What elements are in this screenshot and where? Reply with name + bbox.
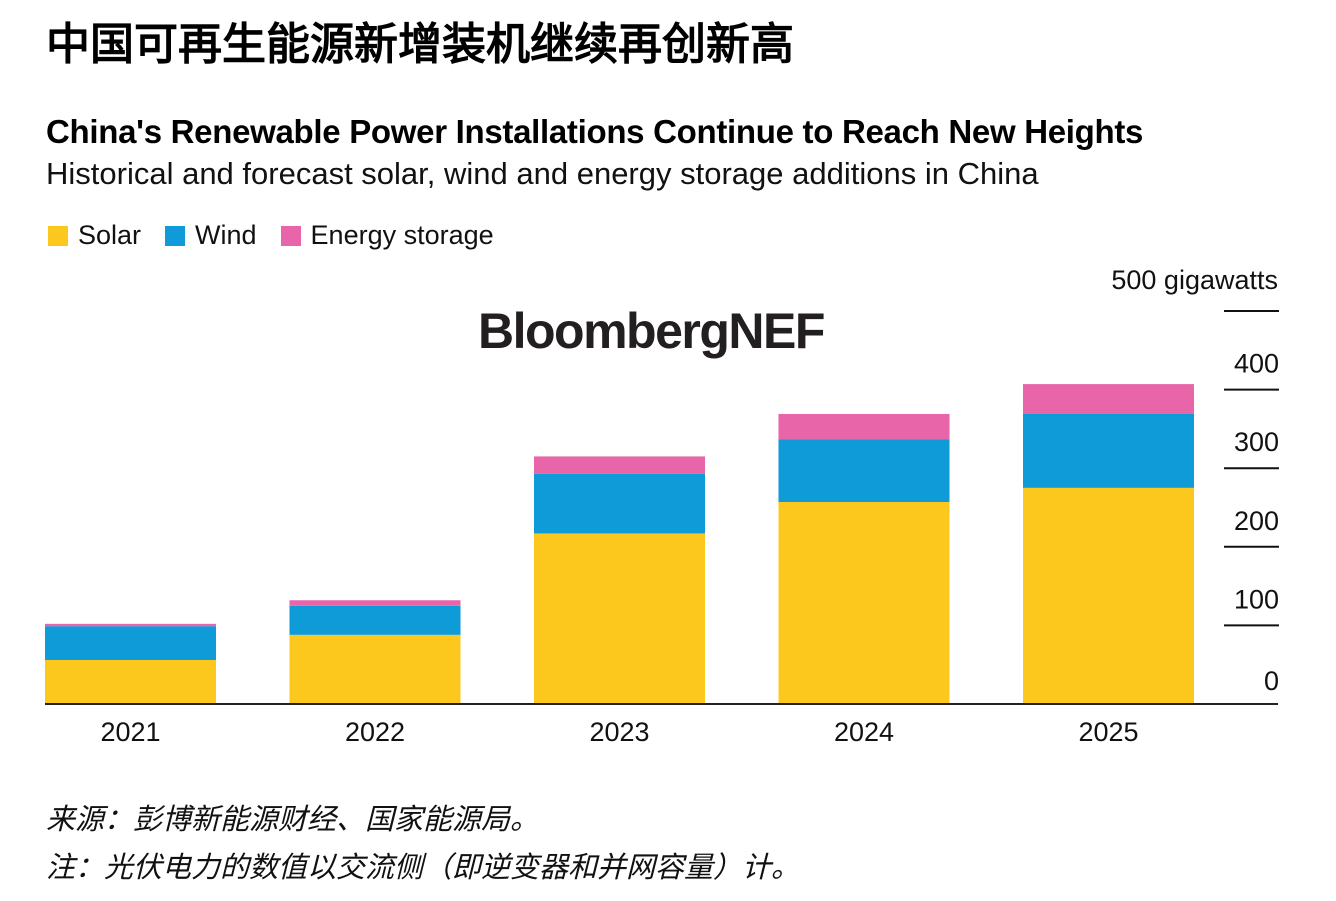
y-axis-unit-label: 500 gigawatts — [1111, 265, 1278, 295]
bar-solar-2024 — [778, 501, 950, 704]
source-note: 来源：彭博新能源财经、国家能源局。 — [46, 802, 540, 836]
y-tick-label-300: 300 — [1234, 427, 1279, 457]
x-tick-label-2024: 2024 — [834, 717, 894, 747]
chart-title: China's Renewable Power Installations Co… — [46, 113, 1144, 150]
x-tick-label-2023: 2023 — [589, 717, 649, 747]
y-tick-label-0: 0 — [1264, 666, 1279, 696]
bar-solar-2023 — [534, 533, 705, 704]
bar-energy-storage-2025 — [1023, 384, 1194, 414]
chinese-title: 中国可再生能源新增装机继续再创新高 — [46, 19, 794, 70]
legend-label-energy-storage: Energy storage — [310, 220, 494, 250]
chart-subtitle: Historical and forecast solar, wind and … — [46, 156, 1039, 191]
y-tick-label-200: 200 — [1234, 506, 1279, 536]
bar-solar-2022 — [289, 634, 461, 704]
bar-solar-2025 — [1023, 487, 1194, 704]
legend-label-solar: Solar — [78, 220, 142, 250]
legend-item-wind: Wind — [165, 220, 257, 251]
legend: Solar Wind Energy storage — [48, 220, 518, 251]
x-tick-label-2022: 2022 — [345, 717, 405, 747]
bar-energy-storage-2023 — [534, 456, 705, 474]
bar-wind-2025 — [1023, 413, 1194, 488]
bloombergnef-logo: BloombergNEF — [478, 303, 825, 359]
legend-item-solar: Solar — [48, 220, 141, 251]
x-tick-label-2021: 2021 — [100, 717, 160, 747]
bar-solar-2021 — [45, 659, 216, 704]
y-tick-label-400: 400 — [1234, 349, 1279, 379]
legend-swatch-energy-storage — [280, 225, 301, 246]
legend-swatch-wind — [165, 225, 186, 246]
legend-label-wind: Wind — [195, 220, 257, 250]
legend-swatch-solar — [48, 225, 68, 246]
bar-wind-2023 — [534, 473, 705, 534]
x-tick-label-2025: 2025 — [1078, 717, 1138, 747]
bar-wind-2021 — [45, 626, 216, 660]
footnote: 注：光伏电力的数值以交流侧（即逆变器和并网容量）计。 — [46, 850, 801, 884]
y-tick-label-100: 100 — [1234, 584, 1279, 614]
legend-item-energy-storage: Energy storage — [280, 220, 494, 251]
bar-energy-storage-2022 — [289, 600, 461, 606]
bar-wind-2022 — [289, 605, 461, 635]
bar-energy-storage-2021 — [45, 623, 216, 627]
bar-wind-2024 — [778, 439, 950, 502]
bar-energy-storage-2024 — [778, 413, 950, 440]
